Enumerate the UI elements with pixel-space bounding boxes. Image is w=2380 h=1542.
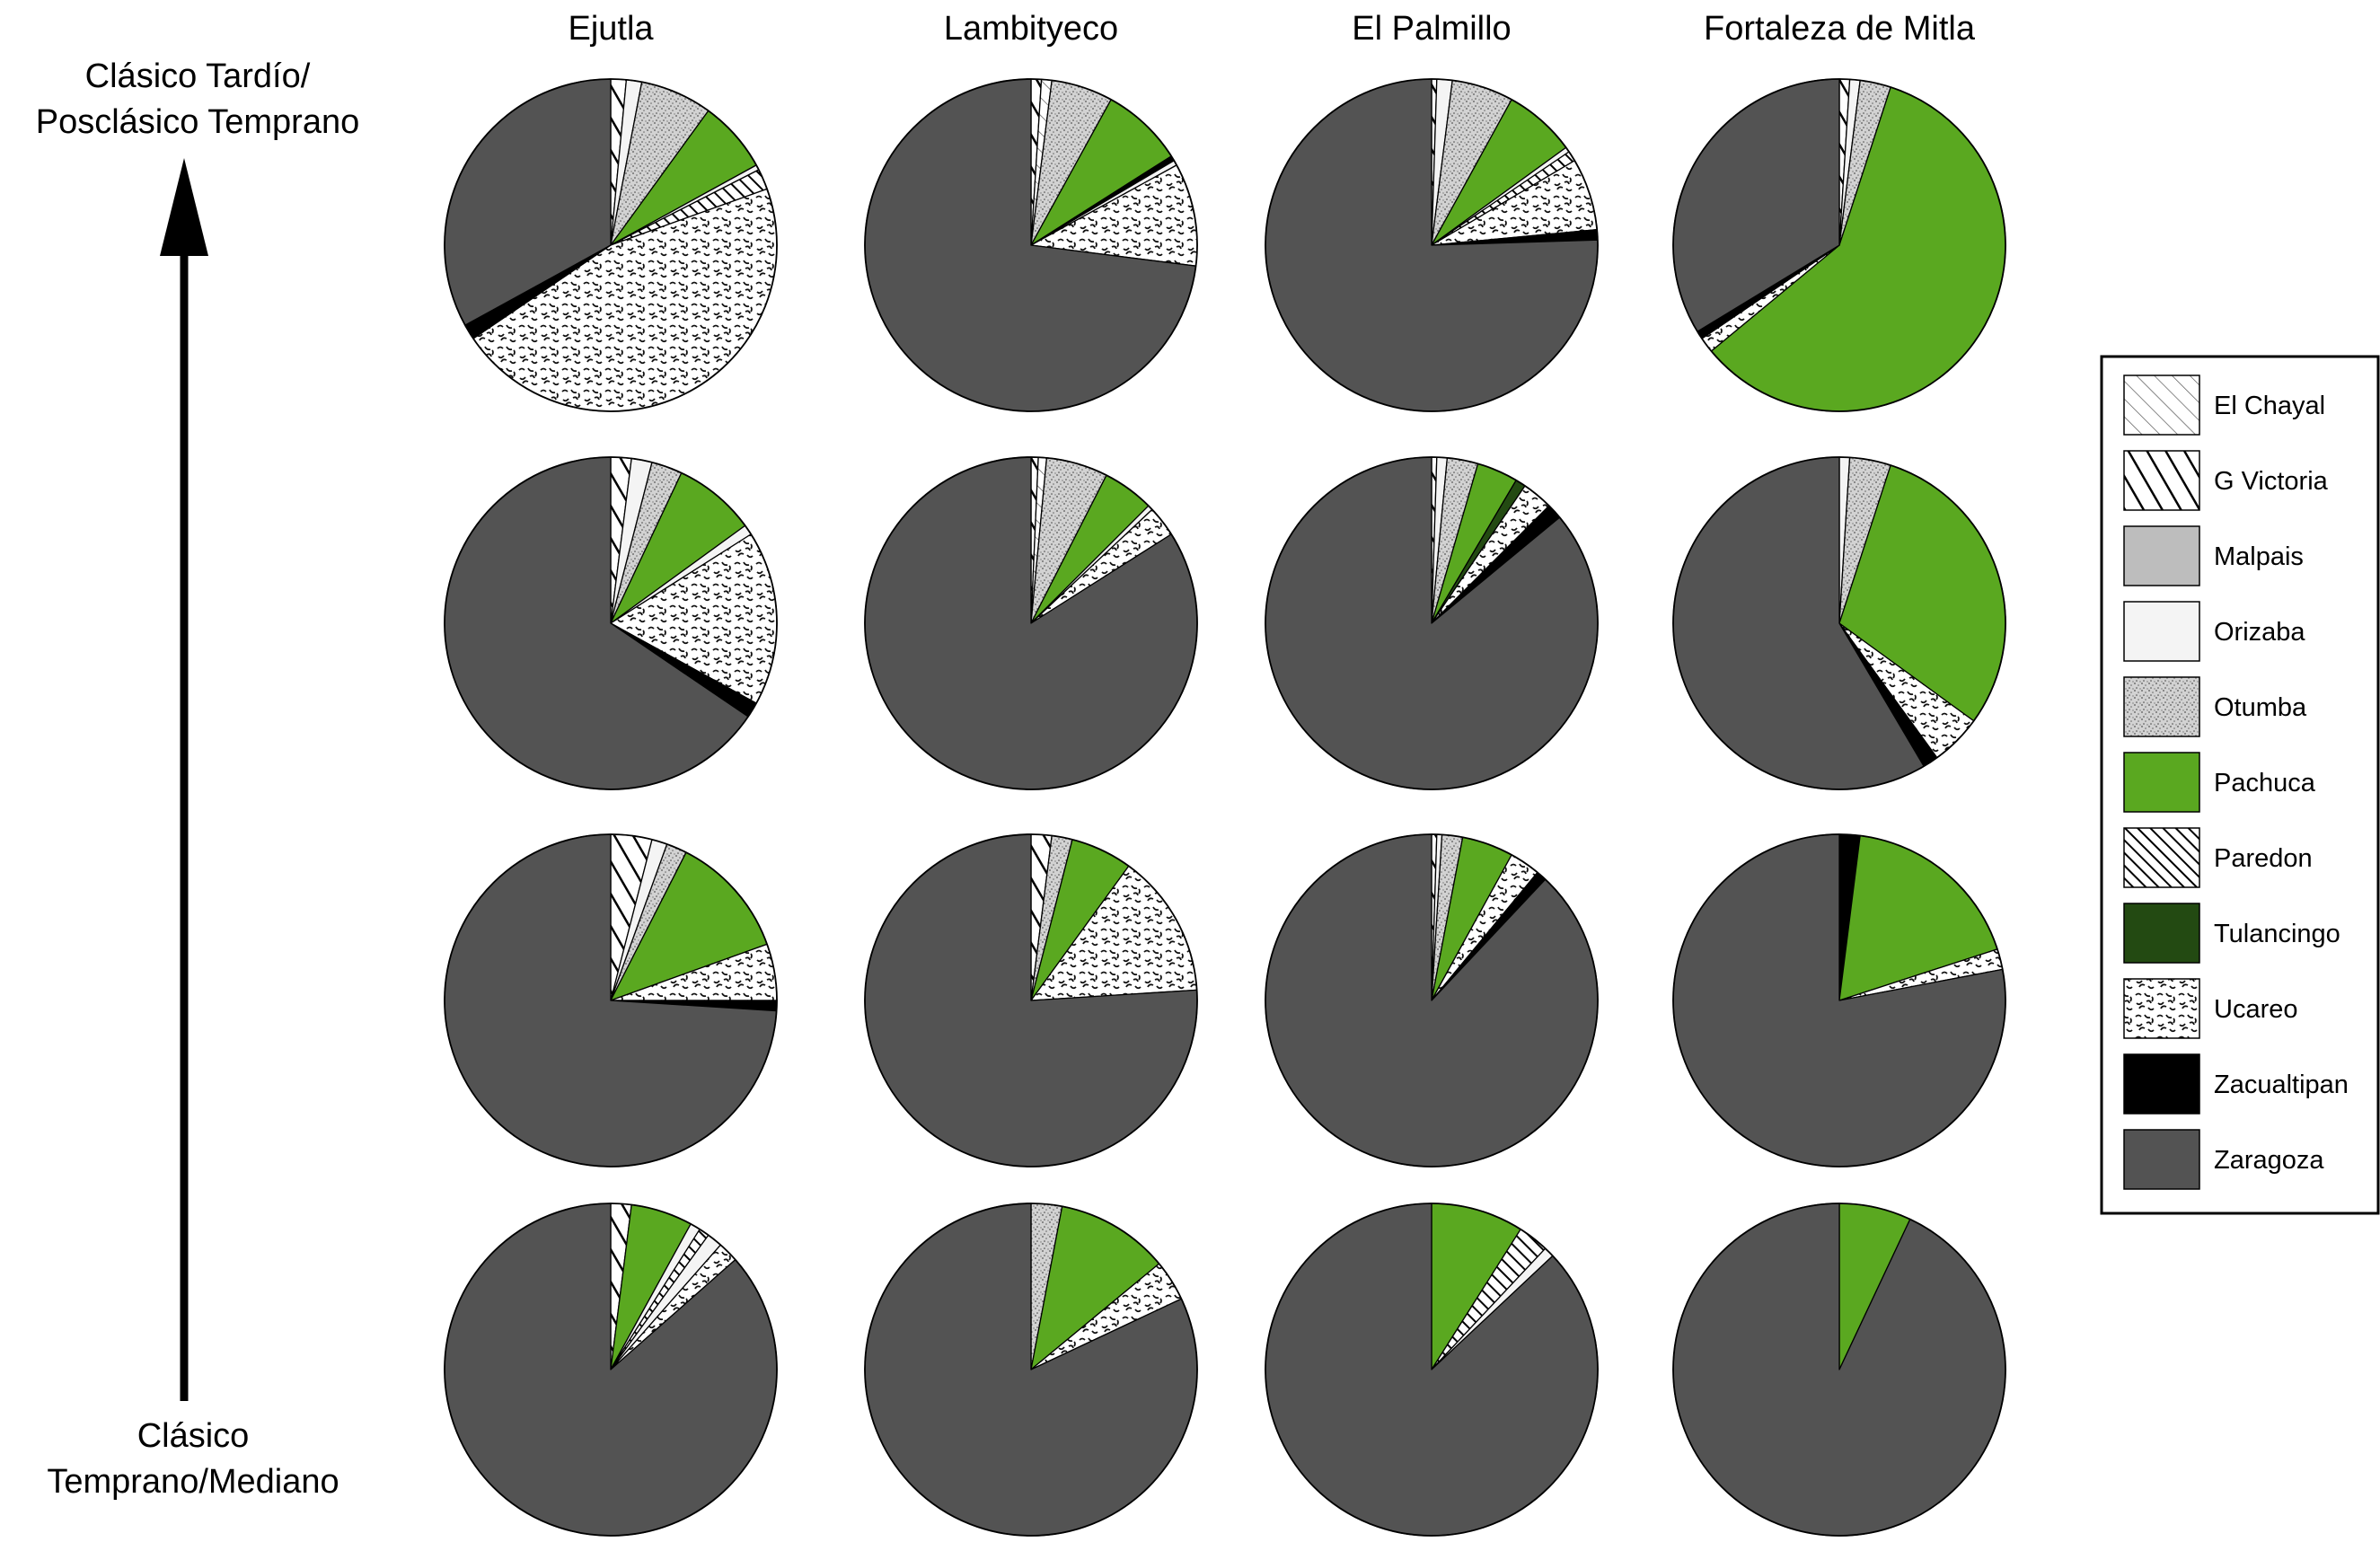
legend-swatch-otumba — [2123, 676, 2200, 737]
legend-item-tulancingo: Tulancingo — [2123, 903, 2340, 964]
pie-lambityeco-row-3 — [864, 833, 1198, 1168]
legend-label-otumba: Otumba — [2214, 693, 2307, 722]
pie-fortaleza-de-mitla-row-4 — [1672, 1203, 2006, 1537]
pie-el-palmillo-row-1 — [1265, 78, 1599, 412]
pie-fortaleza-de-mitla-row-2 — [1672, 456, 2006, 790]
legend-label-g-victoria: G Victoria — [2214, 467, 2329, 496]
legend-swatch-zaragoza — [2123, 1129, 2200, 1190]
pie-outline — [1672, 1203, 2006, 1537]
legend-label-paredon: Paredon — [2214, 844, 2313, 873]
arrow-up-icon — [160, 158, 208, 256]
column-title-lambityeco: Lambityeco — [944, 10, 1118, 48]
pie-outline — [864, 456, 1198, 790]
legend-swatch-malpais — [2123, 525, 2200, 586]
legend-item-zacualtipan: Zacualtipan — [2123, 1053, 2349, 1115]
pie-outline — [864, 1203, 1198, 1537]
pie-outline — [1265, 833, 1599, 1168]
legend-label-tulancingo: Tulancingo — [2214, 920, 2340, 948]
pie-outline — [1672, 78, 2006, 412]
legend-label-pachuca: Pachuca — [2214, 769, 2316, 797]
legend-swatch-pachuca — [2123, 752, 2200, 813]
legend-swatch-paredon — [2123, 827, 2200, 888]
pie-grid — [444, 78, 2006, 1537]
pie-outline — [864, 78, 1198, 412]
legend-swatch-zacualtipan — [2123, 1053, 2200, 1115]
pie-outline — [1265, 1203, 1599, 1537]
legend: El Chayal G Victoria Malpais Orizaba Otumba P… — [2100, 355, 2380, 1215]
pie-outline — [1672, 833, 2006, 1168]
pie-slice-zaragoza — [1672, 1203, 2006, 1537]
legend-item-malpais: Malpais — [2123, 525, 2304, 586]
legend-label-orizaba: Orizaba — [2214, 618, 2305, 647]
pie-outline — [1265, 456, 1599, 790]
legend-swatch-g-victoria — [2123, 450, 2200, 511]
pie-outline — [444, 78, 778, 412]
column-title-el-palmillo: El Palmillo — [1352, 10, 1511, 48]
pie-ejutla-row-2 — [444, 456, 778, 790]
legend-item-g-victoria: G Victoria — [2123, 450, 2329, 511]
pie-outline — [444, 456, 778, 790]
legend-label-el-chayal: El Chayal — [2214, 392, 2325, 420]
pie-lambityeco-row-2 — [864, 456, 1198, 790]
time-axis-top-label-line2: Posclásico Temprano — [36, 103, 359, 141]
pie-outline — [1672, 456, 2006, 790]
pie-el-palmillo-row-2 — [1265, 456, 1599, 790]
legend-item-paredon: Paredon — [2123, 827, 2313, 888]
time-axis-bottom-label-line2: Temprano/Mediano — [47, 1463, 339, 1501]
legend-label-zacualtipan: Zacualtipan — [2214, 1071, 2349, 1099]
pie-el-palmillo-row-4 — [1265, 1203, 1599, 1537]
pie-outline — [444, 1203, 778, 1537]
time-axis-bottom-label-line1: Clásico — [137, 1417, 250, 1455]
pie-fortaleza-de-mitla-row-1 — [1672, 78, 2006, 412]
legend-swatch-el-chayal — [2123, 374, 2200, 436]
legend-item-el-chayal: El Chayal — [2123, 374, 2325, 436]
pie-outline — [864, 833, 1198, 1168]
legend-item-zaragoza: Zaragoza — [2123, 1129, 2324, 1190]
legend-item-orizaba: Orizaba — [2123, 601, 2305, 662]
pie-outline — [444, 833, 778, 1168]
legend-item-pachuca: Pachuca — [2123, 752, 2316, 813]
legend-swatch-tulancingo — [2123, 903, 2200, 964]
column-title-fortaleza-de-mitla: Fortaleza de Mitla — [1704, 10, 1976, 48]
time-axis: Clásico Tardío/ Posclásico Temprano Clás… — [36, 57, 359, 1501]
legend-item-otumba: Otumba — [2123, 676, 2307, 737]
pie-lambityeco-row-1 — [864, 78, 1198, 412]
pie-ejutla-row-3 — [444, 833, 778, 1168]
pie-ejutla-row-1 — [444, 78, 778, 412]
legend-label-malpais: Malpais — [2214, 542, 2304, 571]
pie-lambityeco-row-4 — [864, 1203, 1198, 1537]
legend-swatch-orizaba — [2123, 601, 2200, 662]
column-title-ejutla: Ejutla — [568, 10, 654, 48]
pie-fortaleza-de-mitla-row-3 — [1672, 833, 2006, 1168]
legend-label-zaragoza: Zaragoza — [2214, 1146, 2324, 1175]
column-titles: Ejutla Lambityeco El Palmillo Fortaleza de … — [568, 10, 1975, 48]
legend-swatch-ucareo — [2123, 978, 2200, 1039]
pie-ejutla-row-4 — [444, 1203, 778, 1537]
pie-slice-zaragoza — [1265, 833, 1599, 1168]
pie-outline — [1265, 78, 1599, 412]
legend-item-ucareo: Ucareo — [2123, 978, 2298, 1039]
time-axis-top-label-line1: Clásico Tardío/ — [85, 57, 311, 95]
pie-el-palmillo-row-3 — [1265, 833, 1599, 1168]
legend-label-ucareo: Ucareo — [2214, 995, 2298, 1024]
